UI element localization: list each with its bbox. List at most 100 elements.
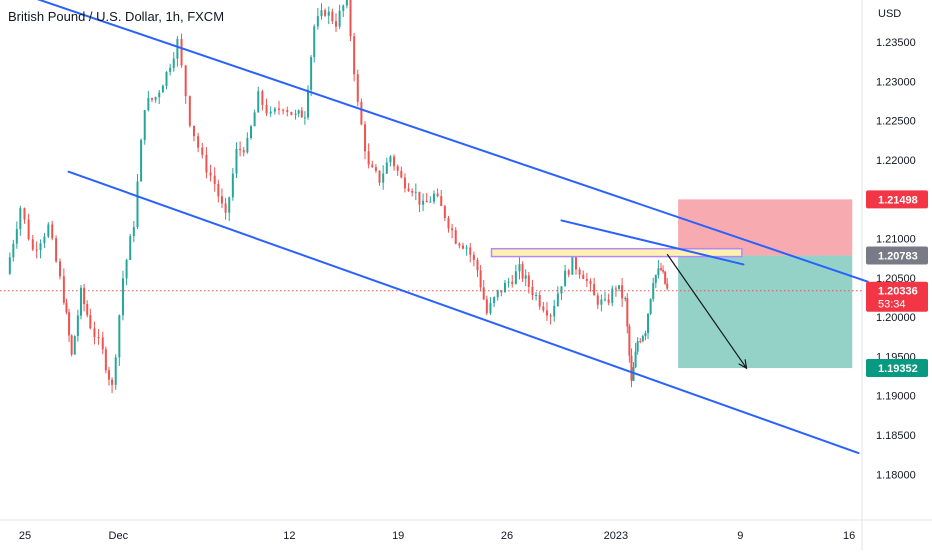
candle-body <box>253 112 256 127</box>
candle-body <box>542 306 545 311</box>
candle-body <box>129 236 132 260</box>
candle-body <box>659 268 662 270</box>
candle-body <box>310 57 313 90</box>
candle-body <box>213 175 216 185</box>
candle-body <box>249 126 252 139</box>
candle-body <box>578 269 581 275</box>
candle-body <box>527 275 530 287</box>
candle-body <box>320 10 323 17</box>
x-tick-label: 2023 <box>604 530 628 542</box>
x-tick-label: 16 <box>843 530 855 542</box>
candle-body <box>403 177 406 189</box>
candle-body <box>436 193 439 197</box>
candle-body <box>39 243 42 251</box>
candle-body <box>531 286 534 296</box>
candle-body <box>469 247 472 255</box>
resistance-box[interactable] <box>490 247 743 258</box>
candle-body <box>327 11 330 16</box>
candle-body <box>476 259 479 271</box>
candle-body <box>224 203 227 213</box>
candle-body <box>316 16 319 27</box>
candle-body <box>507 281 510 283</box>
candle-body <box>86 304 89 316</box>
candle-body <box>209 172 212 176</box>
y-tick-label: 1.22500 <box>876 116 916 128</box>
candle-body <box>621 285 624 299</box>
candle-body <box>396 166 399 171</box>
y-tick-label: 1.22000 <box>876 155 916 167</box>
candle-body <box>574 255 577 270</box>
candle-body <box>8 257 11 274</box>
candle-body <box>273 108 276 112</box>
x-tick-label: 26 <box>501 530 513 542</box>
candle-body <box>571 255 574 275</box>
candle-body <box>286 110 289 112</box>
candle-body <box>626 298 629 327</box>
candle-body <box>338 10 341 27</box>
candle-body <box>485 299 488 314</box>
x-tick-label: 25 <box>19 530 31 542</box>
candle-body <box>180 38 183 66</box>
candle-body <box>143 110 146 141</box>
y-tick-label: 1.19000 <box>876 391 916 403</box>
candle-body <box>611 288 614 303</box>
candle-body <box>140 140 143 182</box>
candle-body <box>664 271 667 284</box>
x-tick-label: 19 <box>392 530 404 542</box>
projection-arrow[interactable] <box>666 253 748 369</box>
candle-body <box>125 259 128 279</box>
candle-body <box>294 113 297 115</box>
candle-body <box>451 228 454 231</box>
candle-body <box>447 218 450 229</box>
candle-body <box>636 341 639 352</box>
candle-body <box>132 227 135 237</box>
candle-body <box>300 110 303 118</box>
candle-body <box>169 67 172 72</box>
candle-body <box>307 89 310 118</box>
candle-body <box>184 65 187 97</box>
candle-body <box>15 229 18 244</box>
candle-body <box>585 278 588 281</box>
candle-body <box>97 337 100 339</box>
candle-body <box>31 239 34 250</box>
candle-body <box>496 290 499 298</box>
candle-body <box>567 270 570 275</box>
candle-body <box>634 351 637 368</box>
candle-body <box>107 370 110 380</box>
take-profit-zone[interactable] <box>678 255 853 369</box>
candle-body <box>261 91 264 105</box>
candle-body <box>205 154 208 173</box>
candle-body <box>93 328 96 338</box>
candle-body <box>58 261 61 277</box>
candle-body <box>364 124 367 152</box>
candle-body <box>150 98 153 100</box>
candle-body <box>521 264 524 279</box>
candle-body <box>639 341 642 343</box>
candle-body <box>68 312 71 336</box>
trendline-channel-upper[interactable] <box>6 0 869 283</box>
candle-body <box>465 247 468 249</box>
trendline-inner-resistance[interactable] <box>560 219 745 266</box>
candle-body <box>600 299 603 305</box>
candle-body <box>277 108 280 110</box>
candle-body <box>371 164 374 168</box>
candle-body <box>201 147 204 155</box>
candle-body <box>188 96 191 126</box>
candle-body <box>556 293 559 306</box>
candle-body <box>154 97 157 100</box>
candle-body <box>297 110 300 114</box>
candle-body <box>644 333 647 337</box>
candle-body <box>349 0 352 37</box>
candle-body <box>593 283 596 296</box>
candle-body <box>503 282 506 293</box>
candle-body <box>35 249 38 251</box>
candle-body <box>649 298 652 314</box>
candle-body <box>27 219 30 240</box>
trendline-channel-lower[interactable] <box>67 170 860 455</box>
candle-body <box>172 58 175 68</box>
candle-body <box>192 125 195 137</box>
candle-body <box>335 21 337 27</box>
candle-body <box>101 337 104 350</box>
